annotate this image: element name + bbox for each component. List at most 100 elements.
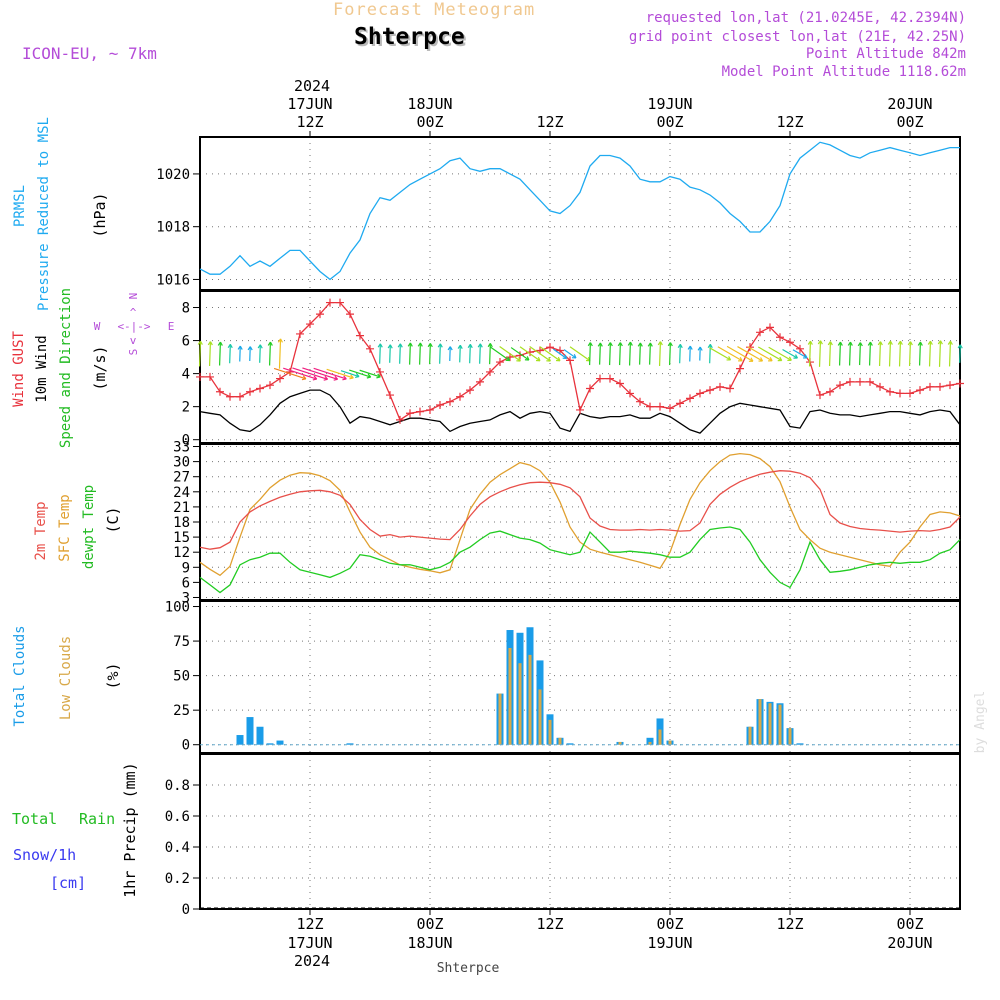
precip-frame [199, 753, 961, 910]
wind-direction-arrow [859, 342, 861, 366]
wind-direction-arrow [419, 342, 421, 365]
wind-direction-arrow [619, 342, 621, 366]
wind-gust-marker [306, 320, 314, 329]
wind-gust-marker [936, 382, 944, 391]
low-cloud-bar [768, 703, 772, 745]
bottom-hour-label: 12Z [536, 915, 563, 933]
wind-direction-arrowhead [355, 373, 360, 379]
model-label: ICON-EU, ~ 7km [22, 44, 157, 63]
temp-label-unit: (C) [104, 506, 122, 533]
wind-direction-arrowhead [447, 346, 453, 351]
wind-direction-arrowhead [837, 341, 843, 346]
wind-direction-arrow [908, 341, 912, 366]
wind-direction-arrow [449, 346, 451, 362]
wind-direction-arrowhead [535, 356, 541, 362]
low-cloud-bar [778, 704, 782, 745]
pressure-label-msl: Pressure Reduced to MSL [36, 117, 52, 311]
wind-direction-arrow [848, 342, 852, 366]
wind-compass: N ^ W <-|-> E v S [94, 293, 175, 356]
wind-direction-arrowhead [667, 342, 673, 347]
wind-gust-marker [436, 401, 444, 409]
wind-gust-marker [196, 372, 204, 381]
wind-direction-arrowhead [687, 345, 693, 350]
cloud-label-total: Total Clouds [12, 625, 28, 726]
wind-direction-arrow [959, 344, 961, 363]
top-date-label: 19JUN [647, 95, 692, 113]
wind-direction-arrow [283, 367, 317, 380]
temp-ytick-label: 30 [173, 455, 190, 471]
wind-direction-arrowhead [607, 342, 613, 347]
wind-direction-arrowhead [817, 340, 823, 345]
bottom-hour-label: 00Z [656, 915, 683, 933]
wind-direction-arrow [429, 343, 431, 365]
wind-gust-marker [666, 404, 674, 413]
wind-direction-arrowhead [197, 340, 203, 345]
wind-direction-arrow [868, 342, 872, 366]
wind-direction-arrowhead [407, 342, 413, 347]
pressure-label-prmsl: PRMSL [12, 185, 28, 227]
low-cloud-bar [788, 728, 792, 745]
wind-direction-arrowhead [227, 343, 233, 349]
wind-gust-marker [476, 377, 484, 386]
wind-direction-arrow [439, 343, 441, 364]
wind-direction-arrowhead [657, 341, 663, 346]
wind-direction-arrow [669, 342, 671, 366]
wind-direction-arrow [349, 369, 371, 378]
precip-ytick-label: 0.4 [165, 840, 190, 856]
wind-direction-arrow [888, 341, 892, 367]
wind-direction-arrowhead [437, 343, 443, 348]
temp-label-2m: 2m Temp [33, 501, 49, 560]
wind-direction-arrowhead [387, 344, 393, 349]
wind-gust-marker [326, 298, 334, 307]
wind-gust-marker [896, 389, 904, 398]
top-hour-label: 12Z [296, 113, 323, 131]
low-cloud-bar [658, 729, 662, 745]
wind-direction-arrowhead [857, 342, 863, 347]
footer-location: Shterpce [437, 961, 500, 976]
wind-direction-arrowhead [323, 375, 329, 381]
bottom-hour-label: 12Z [296, 915, 323, 933]
wind-gust-marker [776, 333, 784, 342]
wind-direction-arrowhead [377, 343, 383, 348]
wind-direction-arrowhead [726, 356, 732, 361]
temp-label-dewpt: dewpt Temp [81, 485, 97, 569]
wind-gust-marker [646, 402, 654, 411]
wind-direction-arrow [278, 338, 282, 369]
wind-gust-marker [846, 377, 854, 386]
wind-direction-arrowhead [887, 340, 893, 345]
pressure-frame [199, 136, 961, 291]
low-cloud-bar [528, 654, 532, 745]
wind-gust-marker [256, 384, 264, 393]
wind-direction-arrow [689, 346, 691, 362]
wind-gust-marker [766, 323, 774, 332]
wind-direction-arrowhead [697, 346, 703, 351]
wind-gust-marker [366, 344, 374, 353]
wind-direction-arrowhead [793, 354, 798, 359]
wind-direction-arrow [898, 341, 902, 367]
low-cloud-bar [498, 693, 502, 745]
wind-direction-arrowhead [457, 344, 463, 349]
wind-direction-arrow [490, 346, 510, 362]
wind-gust-marker [466, 386, 474, 395]
wind-direction-arrowhead [637, 342, 643, 347]
wind-direction-arrow [510, 347, 530, 361]
wind-gust-marker [756, 328, 764, 337]
wind-direction-arrowhead [247, 346, 253, 351]
pressure-ytick-label: 1016 [156, 272, 190, 288]
compass-west: W [94, 320, 101, 333]
wind-label-unit: (m/s) [91, 345, 109, 390]
wind-gust-marker [276, 374, 284, 383]
wind-ytick-label: 0 [182, 433, 190, 449]
temp-ytick-label: 24 [173, 485, 190, 501]
model-point-altitude: Model Point Altitude 1118.62m [721, 64, 966, 80]
wind-gust-marker [566, 356, 574, 365]
wind-direction-arrowhead [376, 373, 381, 379]
wind-direction-arrow [273, 367, 307, 380]
wind-direction-arrow [569, 346, 591, 362]
total-cloud-bar [646, 737, 654, 745]
wind-direction-arrow [938, 340, 942, 367]
top-date-label: 17JUN [287, 95, 332, 113]
wind-direction-arrowhead [217, 341, 223, 346]
low-cloud-bar [758, 699, 762, 745]
